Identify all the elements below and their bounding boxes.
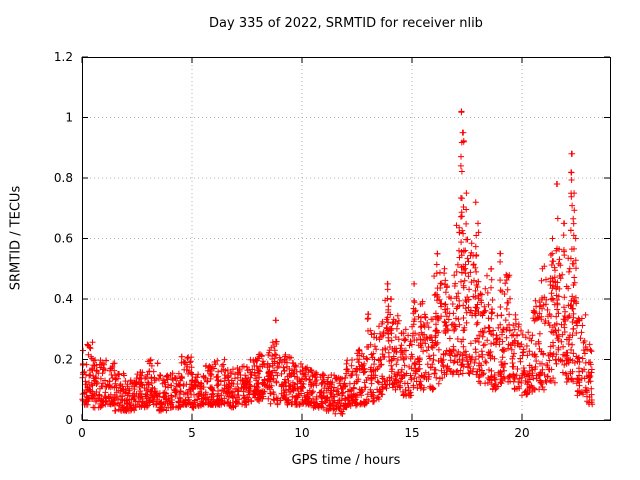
y-tick-label-0.4: 0.4 — [54, 292, 73, 306]
grid-lines — [82, 57, 610, 420]
x-tick-label-15: 15 — [404, 426, 419, 440]
tick-marks — [81, 56, 610, 421]
y-tick-label-0.2: 0.2 — [54, 353, 73, 367]
data-points — [79, 108, 596, 417]
y-tick-label-1: 1 — [65, 111, 73, 125]
y-tick-label-0.6: 0.6 — [54, 232, 73, 246]
x-tick-label-20: 20 — [514, 426, 529, 440]
y-tick-label-0.8: 0.8 — [54, 171, 73, 185]
x-axis-label: GPS time / hours — [291, 453, 401, 468]
chart-title: Day 335 of 2022, SRMTID for receiver nli… — [209, 16, 483, 31]
x-tick-label-10: 10 — [294, 426, 309, 440]
x-tick-label-0: 0 — [78, 426, 86, 440]
y-tick-label-0: 0 — [65, 413, 73, 427]
x-tick-label-5: 5 — [188, 426, 196, 440]
y-tick-label-1.2: 1.2 — [54, 50, 73, 64]
